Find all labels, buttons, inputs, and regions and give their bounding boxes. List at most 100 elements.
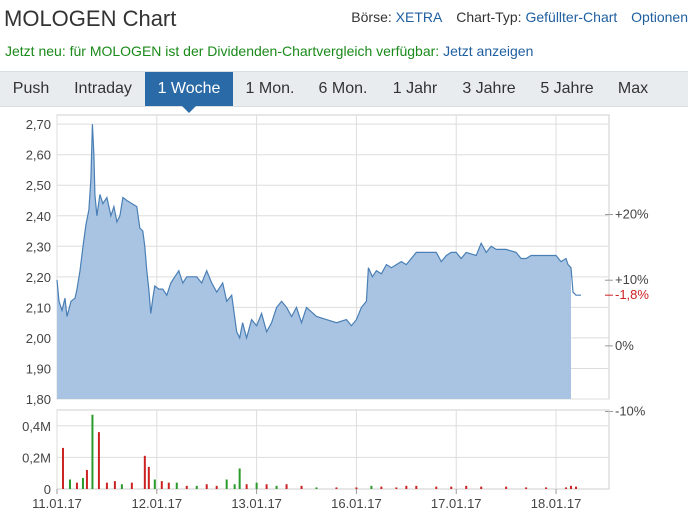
volume-bar [61, 447, 64, 489]
price-tick-label: 2,60 [26, 148, 51, 163]
volume-bar [167, 482, 170, 489]
tab-5-jahre[interactable]: 5 Jahre [540, 80, 594, 97]
volume-bar [335, 487, 338, 489]
tab-1-jahr[interactable]: 1 Jahr [392, 80, 438, 97]
price-tick-label: 1,90 [26, 361, 51, 376]
volume-bar [415, 485, 418, 489]
volume-bar [255, 482, 258, 489]
volume-bar [380, 486, 383, 489]
tab-3-jahre[interactable]: 3 Jahre [462, 80, 516, 97]
price-tick-label: 2,00 [26, 331, 51, 346]
price-tick-label: 2,70 [26, 117, 51, 132]
price-tick-label: 2,10 [26, 300, 51, 315]
volume-bar [75, 482, 78, 489]
volume-bar [405, 485, 408, 489]
price-axis: 2,70 2,60 2,50 2,40 2,30 2,20 2,10 2,00 1,90 1,80 [26, 117, 51, 407]
volume-bar [435, 486, 438, 489]
volume-axis: 0,4M 0,2M 0 [22, 419, 51, 497]
volume-bar [97, 432, 100, 489]
price-tick-label: 1,80 [26, 392, 51, 407]
volume-bar [143, 455, 146, 489]
volume-bar [275, 485, 278, 489]
volume-bar [153, 479, 156, 489]
volume-bar [465, 485, 468, 489]
price-line [56, 124, 581, 341]
charttyp-selector[interactable]: Gefüllter-Chart [525, 9, 618, 25]
tab-intraday[interactable]: Intraday [74, 80, 132, 97]
volume-bar [91, 414, 94, 489]
notice-link[interactable]: Jetzt anzeigen [443, 43, 534, 59]
tab-1-monat[interactable]: 1 Mon. [245, 80, 295, 97]
tab-1-woche[interactable]: 1 Woche [145, 72, 233, 113]
volume-tick-label: 0,2M [22, 450, 51, 465]
optionen-link[interactable]: Optionen [631, 9, 688, 25]
price-tick-label: 2,40 [26, 209, 51, 224]
volume-bar [575, 486, 578, 489]
percent-tick-label: +10% [615, 272, 649, 287]
volume-bar [570, 485, 573, 489]
volume-panel-frame [56, 409, 610, 490]
volume-bar [225, 479, 228, 489]
volume-bar [545, 487, 548, 489]
volume-bar [160, 481, 163, 489]
volume-bar [81, 477, 84, 489]
volume-bar [233, 484, 236, 489]
tab-push[interactable]: Push [12, 80, 50, 97]
volume-bar [525, 487, 528, 489]
date-tick-label: 17.01.17 [431, 496, 482, 511]
volume-bar [370, 485, 373, 489]
price-area [57, 124, 571, 399]
tab-6-monate[interactable]: 6 Mon. [318, 80, 368, 97]
volume-bar [85, 470, 88, 489]
notice-text: Jetzt neu: für MOLOGEN ist der Dividende… [5, 43, 440, 59]
volume-bar [120, 484, 123, 489]
volume-bar [130, 482, 133, 489]
percent-tick-label: 0% [615, 338, 634, 353]
volume-bar [245, 484, 248, 489]
tab-max[interactable]: Max [617, 80, 649, 97]
volume-bar [185, 485, 188, 489]
volume-bar [450, 486, 453, 489]
volume-bar [265, 484, 268, 489]
volume-bar [175, 482, 178, 489]
date-tick-label: 18.01.17 [531, 496, 582, 511]
volume-bar [215, 485, 218, 489]
date-tick-label: 11.01.17 [32, 496, 82, 511]
price-tick-label: 2,50 [26, 178, 51, 193]
volume-bar [315, 487, 318, 489]
volume-bar [195, 485, 198, 489]
volume-bar [205, 484, 208, 489]
volume-bar [395, 487, 398, 489]
stock-chart: 2,70 2,60 2,50 2,40 2,30 2,20 2,10 2,00 1,90 1,80… [22, 114, 649, 511]
date-tick-label: 12.01.17 [132, 496, 183, 511]
volume-bar [300, 485, 303, 489]
volume-bar [480, 486, 483, 489]
volume-bar [105, 482, 108, 489]
date-tick-label: 16.01.17 [331, 496, 382, 511]
price-tick-label: 2,30 [26, 239, 51, 254]
volume-bar [113, 481, 116, 489]
volume-bar [147, 466, 150, 489]
boerse-label: Börse: [351, 9, 392, 25]
date-axis: 11.01.17 12.01.17 13.01.17 16.01.17 17.01.17… [32, 489, 581, 511]
price-tick-label: 2,20 [26, 270, 51, 285]
page-title: MOLOGEN Chart [4, 6, 177, 31]
chart-options-bar: Börse: XETRA Chart-Typ: Gefüllter-Chart … [351, 9, 688, 25]
volume-tick-label: 0 [44, 482, 51, 497]
date-tick-label: 13.01.17 [231, 496, 282, 511]
percent-tick-label: -10% [615, 404, 646, 419]
notice-bar: Jetzt neu: für MOLOGEN ist der Dividende… [5, 43, 533, 59]
charttyp-label: Chart-Typ: [456, 9, 522, 25]
volume-grid [56, 409, 610, 490]
volume-bars [61, 414, 578, 489]
volume-bar [565, 487, 568, 489]
current-change-label: -1,8% [615, 287, 649, 302]
volume-bar [238, 468, 241, 489]
volume-bar [68, 479, 71, 489]
volume-tick-label: 0,4M [22, 419, 51, 434]
percent-axis: +20% +10% 0% -10% -1,8% [605, 207, 649, 419]
boerse-selector[interactable]: XETRA [395, 9, 443, 25]
timeframe-tabs: Push Intraday 1 Woche 1 Mon. 6 Mon. 1 Ja… [0, 71, 688, 113]
percent-tick-label: +20% [615, 207, 649, 222]
volume-bar [505, 486, 508, 489]
